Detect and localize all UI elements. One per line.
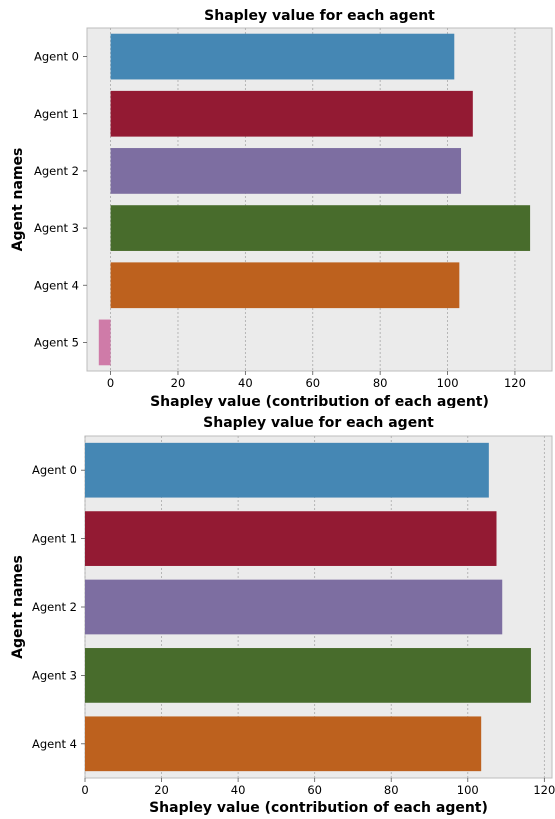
y-tick-label: Agent 5 — [34, 335, 79, 349]
x-tick-label: 40 — [238, 376, 253, 390]
x-tick-label: 40 — [231, 783, 246, 797]
chart-bottom: Agent 0 Agent 1 Agent 2 Agent 3 Agent 4 0 20 40… — [10, 415, 555, 816]
x-tick-label: 80 — [373, 376, 388, 390]
x-axis-label: Shapley value (contribution of each agen… — [149, 800, 488, 816]
bar — [110, 33, 455, 80]
y-tick-label: Agent 3 — [34, 221, 79, 235]
y-tick-label: Agent 3 — [32, 668, 77, 682]
x-tick-label: 80 — [384, 783, 399, 797]
y-tick-label: Agent 1 — [34, 107, 79, 121]
y-axis-label: Agent names — [10, 555, 26, 659]
x-tick-label: 100 — [457, 783, 479, 797]
bar — [110, 262, 460, 309]
bar — [85, 511, 497, 566]
x-tick-label: 20 — [154, 783, 169, 797]
bar — [110, 90, 473, 137]
y-tick-label: Agent 0 — [34, 50, 79, 64]
x-tick-label: 100 — [437, 376, 459, 390]
x-tick-label: 0 — [107, 376, 114, 390]
y-tick-label: Agent 2 — [34, 164, 79, 178]
x-tick-label: 0 — [81, 783, 88, 797]
y-tick-label: Agent 4 — [34, 278, 79, 292]
bar — [85, 648, 531, 703]
chart-title: Shapley value for each agent — [203, 415, 434, 431]
y-tick-label: Agent 1 — [32, 532, 77, 546]
x-tick-label: 60 — [307, 783, 322, 797]
x-tick-label: 60 — [305, 376, 320, 390]
y-tick-label: Agent 0 — [32, 463, 77, 477]
bar — [110, 148, 462, 194]
bar — [110, 205, 531, 251]
bar — [98, 319, 111, 366]
chart-top: Agent 0 Agent 1 Agent 2 Agent 3 Agent 4 Agent… — [10, 8, 553, 408]
bar — [85, 716, 482, 772]
x-tick-label: 120 — [504, 376, 526, 390]
y-axis-label: Agent names — [10, 148, 26, 252]
chart-title: Shapley value for each agent — [204, 8, 435, 24]
y-tick-label: Agent 2 — [32, 600, 77, 614]
y-tick-label: Agent 4 — [32, 737, 77, 751]
x-tick-label: 120 — [533, 783, 555, 797]
bar — [85, 579, 503, 635]
bar — [85, 442, 489, 498]
x-tick-label: 20 — [171, 376, 186, 390]
x-axis-label: Shapley value (contribution of each agen… — [150, 394, 489, 408]
plot-area — [86, 27, 553, 372]
